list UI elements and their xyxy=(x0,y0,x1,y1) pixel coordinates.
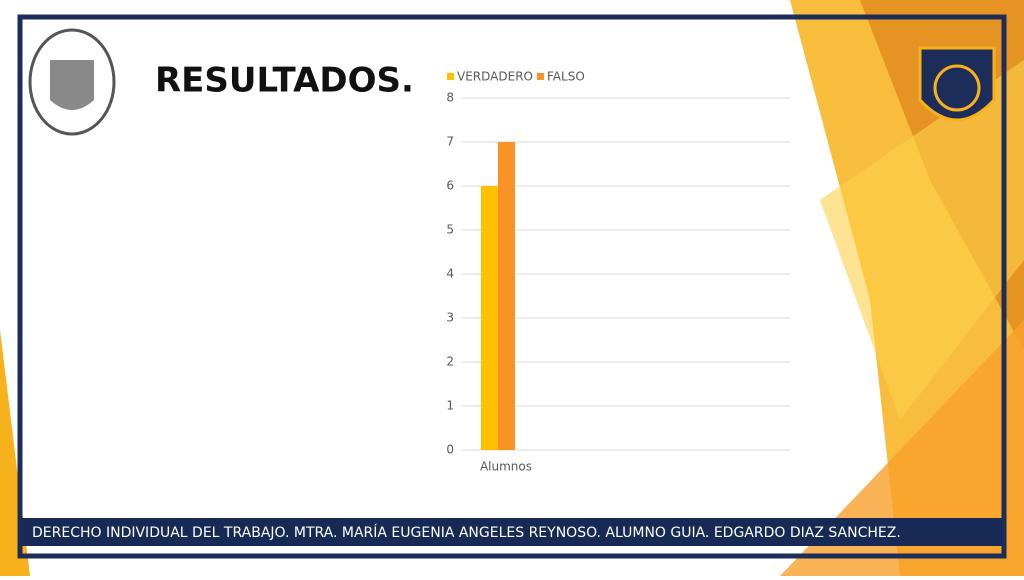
footer-text: DERECHO INDIVIDUAL DEL TRABAJO. MTRA. MA… xyxy=(32,524,901,541)
decor xyxy=(780,320,1024,576)
y-tick-label: 8 xyxy=(446,91,454,105)
legend-label: FALSO xyxy=(547,70,585,84)
x-tick-label: Alumnos xyxy=(480,460,532,474)
y-tick-label: 5 xyxy=(446,223,454,237)
legend-swatch xyxy=(447,73,454,80)
bar xyxy=(481,186,498,450)
footer-bar xyxy=(22,518,1002,546)
y-tick-label: 6 xyxy=(446,179,454,193)
y-tick-label: 4 xyxy=(446,267,454,281)
y-tick-label: 1 xyxy=(446,399,454,413)
slide-title: RESULTADOS. xyxy=(155,61,414,101)
bar xyxy=(498,142,515,450)
y-tick-label: 0 xyxy=(446,443,454,457)
y-tick-label: 2 xyxy=(446,355,454,369)
y-tick-label: 7 xyxy=(446,135,454,149)
y-tick-label: 3 xyxy=(446,311,454,325)
unam-logo xyxy=(28,28,116,136)
legend-swatch xyxy=(537,73,544,80)
legend-label: VERDADERO xyxy=(457,70,533,84)
faculty-logo xyxy=(918,46,996,122)
frame xyxy=(17,14,1007,559)
decor xyxy=(820,60,1024,420)
